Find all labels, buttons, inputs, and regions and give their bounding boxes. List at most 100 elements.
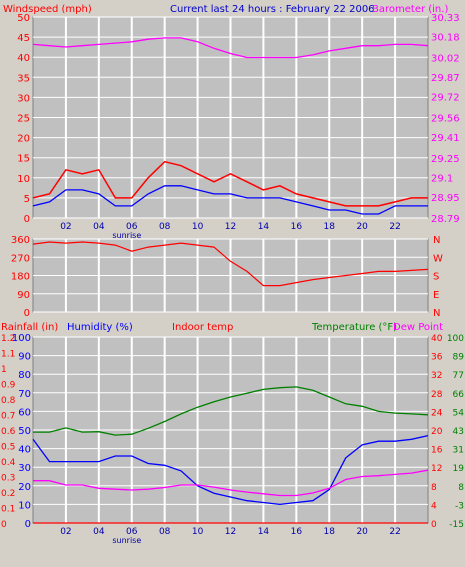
rainfall-tick-label: 0 <box>1 520 7 530</box>
barometer-tick-label: 29.87 <box>431 73 460 84</box>
windspeed-tick-label: 35 <box>17 73 30 84</box>
barometer-tick-label: 29.41 <box>431 133 460 144</box>
humidity-tick-label: 30 <box>18 463 31 474</box>
barometer-axis-title: Barometer (in.) <box>372 4 448 15</box>
x-tick-label: 12 <box>225 527 236 537</box>
compass-tick-label: N <box>433 235 440 246</box>
temperature-tick-label: 0 <box>431 520 437 530</box>
indoor-temp-tick-label: 8 <box>458 483 464 493</box>
barometer-tick-label: 30.18 <box>431 33 460 44</box>
humidity-tick-label: 80 <box>18 370 31 381</box>
barometer-tick-label: 30.02 <box>431 53 460 64</box>
indoor-temp-tick-label: 100 <box>447 334 464 344</box>
humidity-tick-label: 50 <box>18 426 31 437</box>
compass-tick-label: N <box>433 308 440 319</box>
indoor-temp-tick-label: 43 <box>453 427 464 437</box>
x-tick-label: 08 <box>159 527 171 537</box>
indoor-temp-tick-label: 66 <box>453 390 465 400</box>
direction-tick-label: 270 <box>11 253 30 264</box>
humidity-tick-label: 100 <box>12 333 31 344</box>
sunrise-label: sunrise <box>112 231 141 240</box>
direction-tick-label: 180 <box>11 272 30 283</box>
dew-point-line <box>33 469 429 497</box>
windspeed-tick-label: 20 <box>17 134 30 145</box>
windspeed-tick-label: 45 <box>17 33 30 44</box>
temperature-tick-label: 40 <box>431 334 443 344</box>
windspeed-tick-label: 50 <box>17 13 30 24</box>
rainfall-tick-label: 0.9 <box>1 381 16 391</box>
humidity-tick-label: 90 <box>18 352 31 363</box>
x-tick-label: 10 <box>192 527 204 537</box>
x-tick-label: 06 <box>126 222 138 232</box>
indoor-temp-tick-label: 54 <box>453 408 465 418</box>
rainfall-axis-title: Rainfall (in) <box>1 322 58 333</box>
windspeed-tick-label: 0 <box>24 214 30 225</box>
rainfall-tick-label: 0.3 <box>1 474 15 484</box>
x-tick-label: 14 <box>258 222 270 232</box>
wind-direction-line <box>32 241 429 287</box>
humidity-tick-label: 10 <box>18 500 31 511</box>
x-tick-label: 14 <box>258 527 270 537</box>
rainfall-tick-label: 0.8 <box>1 396 16 406</box>
temperature-tick-label: 4 <box>431 501 437 511</box>
indoor-temp-tick-label: 77 <box>453 371 464 381</box>
indoor-temp-tick-label: -3 <box>455 501 464 511</box>
x-tick-label: 12 <box>225 222 236 232</box>
humidity-tick-label: 60 <box>18 407 31 418</box>
rainfall-tick-label: 0.7 <box>1 412 15 422</box>
wind-average-line <box>32 185 428 215</box>
rainfall-tick-label: 0.1 <box>1 505 15 515</box>
rainfall-tick-label: 0.6 <box>1 427 16 437</box>
direction-tick-label: 90 <box>17 290 30 301</box>
humidity-tick-label: 70 <box>18 389 31 400</box>
x-tick-label: 04 <box>93 222 105 232</box>
x-tick-label: 20 <box>356 222 368 232</box>
barometer-tick-label: 28.79 <box>431 214 460 225</box>
temperature-tick-label: 32 <box>431 371 442 381</box>
barometer-tick-label: 29.1 <box>431 174 453 185</box>
indoor-temp-tick-label: 31 <box>453 446 464 456</box>
sunrise-label: sunrise <box>112 536 141 545</box>
windspeed-tick-label: 5 <box>24 194 30 205</box>
x-tick-label: 16 <box>291 527 303 537</box>
x-tick-label: 08 <box>159 222 171 232</box>
x-tick-label: 04 <box>93 527 105 537</box>
temperature-line <box>33 386 429 436</box>
x-tick-label: 02 <box>60 527 71 537</box>
humidity-tick-label: 40 <box>18 445 31 456</box>
humidity-axis-title: Humidity (%) <box>67 322 133 333</box>
rainfall-tick-label: 0.2 <box>1 489 15 499</box>
windspeed-tick-label: 30 <box>17 93 30 104</box>
x-tick-label: 18 <box>324 527 336 537</box>
temperature-tick-label: 12 <box>431 464 442 474</box>
x-tick-label: 02 <box>60 222 71 232</box>
rainfall-tick-label: 0.4 <box>1 458 16 468</box>
temperature-tick-label: 20 <box>431 427 443 437</box>
temperature-tick-label: 28 <box>431 390 443 400</box>
barometer-tick-label: 29.72 <box>431 93 460 104</box>
rainfall-tick-label: 1.2 <box>1 334 15 344</box>
x-tick-label: 06 <box>126 527 138 537</box>
temperature-tick-label: 36 <box>431 353 443 363</box>
x-tick-label: 16 <box>291 222 303 232</box>
temperature-tick-label: 24 <box>431 408 443 418</box>
humidity-tick-label: 20 <box>18 482 31 493</box>
temperature-tick-label: 16 <box>431 446 443 456</box>
x-tick-label: 22 <box>389 222 400 232</box>
chart-date-title: Current last 24 hours : February 22 2006 <box>170 4 375 15</box>
x-tick-label: 20 <box>356 527 368 537</box>
dew-point-axis-title: Dew Point <box>393 322 443 333</box>
windspeed-tick-label: 15 <box>17 154 30 165</box>
barometer-tick-label: 28.95 <box>431 193 460 204</box>
compass-tick-label: S <box>433 272 439 283</box>
x-tick-label: 10 <box>192 222 204 232</box>
windspeed-line <box>32 160 428 207</box>
windspeed-tick-label: 40 <box>17 53 30 64</box>
windspeed-axis-title: Windspeed (mph) <box>3 4 92 15</box>
indoor-temp-title: Indoor temp <box>172 322 233 333</box>
x-tick-label: 18 <box>324 222 336 232</box>
temperature-axis-title: Temperature (°F) <box>311 322 397 333</box>
